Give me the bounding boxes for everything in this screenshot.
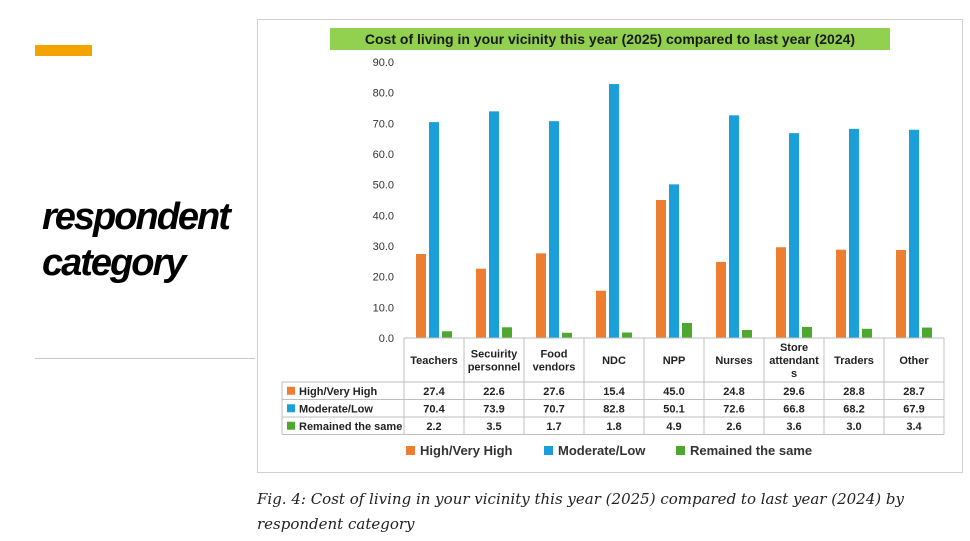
category-label: Nurses (715, 355, 752, 367)
legend-key (287, 404, 295, 413)
bar-chart: Cost of living in your vicinity this yea… (281, 28, 945, 458)
legend-key (287, 386, 295, 395)
category-label: Traders (834, 355, 874, 367)
bar (476, 268, 486, 338)
data-label: 22.6 (483, 386, 504, 398)
category-label: Store (780, 342, 808, 354)
data-label: 27.4 (423, 386, 445, 398)
bar (609, 84, 619, 338)
bar (669, 184, 679, 338)
legend-key (287, 421, 295, 430)
category-label: Teachers (410, 355, 458, 367)
y-tick-label: 60.0 (373, 149, 394, 161)
category-label: NDC (602, 355, 626, 367)
bar (789, 133, 799, 338)
data-label: 3.4 (906, 421, 922, 433)
data-label: 82.8 (603, 403, 624, 415)
y-tick-label: 30.0 (373, 241, 394, 253)
chart-title-bg (330, 28, 890, 50)
y-tick-label: 90.0 (373, 57, 394, 69)
data-label: 50.1 (663, 403, 684, 415)
series-row-label: Moderate/Low (299, 403, 373, 415)
data-label: 3.0 (846, 421, 861, 433)
data-label: 1.7 (546, 421, 561, 433)
category-label: NPP (663, 355, 686, 367)
data-label: 72.6 (723, 403, 744, 415)
bar (562, 332, 572, 338)
data-label: 28.7 (903, 386, 924, 398)
y-tick-label: 50.0 (373, 180, 394, 192)
data-label: 3.6 (786, 421, 801, 433)
bar (596, 290, 606, 338)
data-label: 29.6 (783, 386, 804, 398)
bar (442, 331, 452, 338)
bar (776, 247, 786, 338)
bar (862, 328, 872, 338)
bar (416, 253, 426, 338)
bar (429, 122, 439, 339)
bar (802, 326, 812, 338)
series-row-label: Remained the same (299, 421, 402, 433)
data-label: 70.4 (423, 403, 445, 415)
data-label: 1.8 (606, 421, 621, 433)
figure-caption: Fig. 4: Cost of living in your vicinity … (257, 490, 904, 533)
legend-swatch (544, 446, 553, 455)
data-label: 2.2 (426, 421, 441, 433)
slide-title: respondent category (42, 196, 231, 284)
category-label: Other (899, 355, 929, 367)
data-label: 3.5 (486, 421, 501, 433)
y-tick-label: 10.0 (373, 302, 394, 314)
category-label: s (791, 368, 797, 380)
data-label: 2.6 (726, 421, 741, 433)
chart-title: Cost of living in your vicinity this yea… (365, 31, 855, 47)
data-label: 67.9 (903, 403, 924, 415)
bar (896, 249, 906, 338)
y-tick-label: 0.0 (379, 333, 394, 345)
accent-bar (35, 45, 92, 56)
y-tick-label: 20.0 (373, 272, 394, 284)
data-label: 70.7 (543, 403, 564, 415)
bar (716, 261, 726, 338)
data-label: 66.8 (783, 403, 804, 415)
category-label: Secuirity (471, 349, 518, 361)
bar (922, 327, 932, 338)
bar (656, 200, 666, 338)
data-label: 24.8 (723, 386, 744, 398)
data-label: 68.2 (843, 403, 864, 415)
legend-label: Remained the same (690, 443, 812, 458)
data-label: 28.8 (843, 386, 864, 398)
data-label: 27.6 (543, 386, 564, 398)
category-label: attendant (769, 355, 819, 367)
divider (35, 358, 255, 359)
bar (849, 128, 859, 338)
bar (536, 253, 546, 338)
bar (909, 129, 919, 338)
category-label: vendors (533, 362, 576, 374)
chart-frame: Cost of living in your vicinity this yea… (257, 19, 963, 473)
y-tick-label: 40.0 (373, 210, 394, 222)
data-label: 73.9 (483, 403, 504, 415)
series-row-label: High/Very High (299, 386, 378, 398)
bar (729, 115, 739, 338)
bar (622, 332, 632, 338)
data-label: 15.4 (603, 386, 625, 398)
bar (489, 111, 499, 338)
bar (836, 249, 846, 338)
legend-label: High/Very High (420, 443, 513, 458)
legend-label: Moderate/Low (558, 443, 646, 458)
bar (502, 327, 512, 338)
bar (549, 121, 559, 338)
category-label: Food (541, 349, 568, 361)
bar (742, 330, 752, 338)
data-label: 4.9 (666, 421, 681, 433)
category-label: personnel (468, 362, 521, 374)
data-label: 45.0 (663, 386, 684, 398)
legend-swatch (406, 446, 415, 455)
y-tick-label: 70.0 (373, 118, 394, 130)
bar (682, 322, 692, 338)
legend-swatch (676, 446, 685, 455)
y-tick-label: 80.0 (373, 88, 394, 100)
